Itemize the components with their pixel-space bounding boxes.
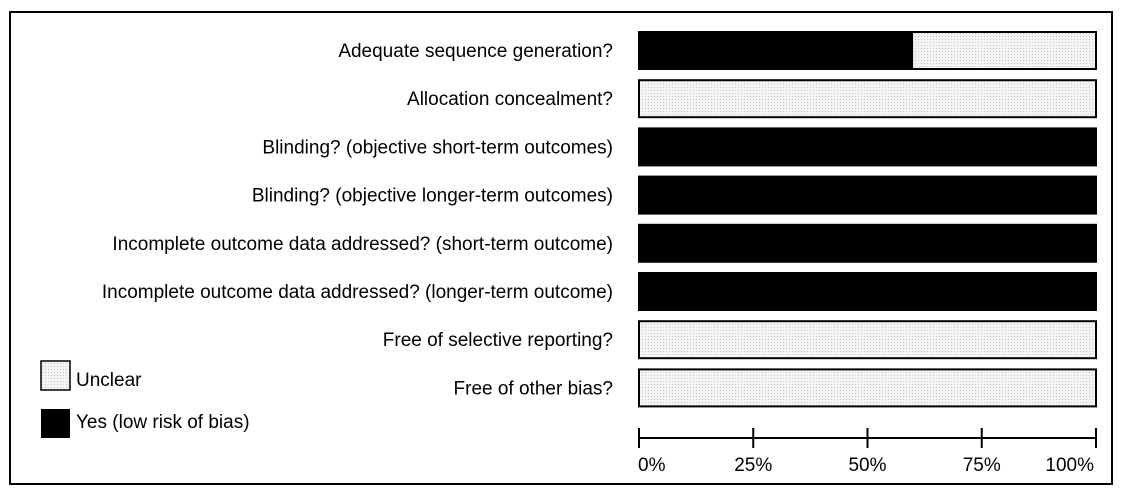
legend-item-unclear: Unclear <box>40 360 142 391</box>
x-tick-label: 100% <box>1045 455 1094 476</box>
x-tick-label: 50% <box>848 455 886 476</box>
bar-outline <box>638 272 1097 311</box>
bar-outline <box>638 320 1097 360</box>
x-tick-label: 25% <box>734 455 772 476</box>
x-ticks: 0% 25% 50% 75% 100% <box>638 428 1097 476</box>
category-label: Incomplete outcome data addressed? (shor… <box>112 234 613 255</box>
bar-segment-yes <box>639 128 1096 166</box>
category-label: Adequate sequence generation? <box>338 41 613 62</box>
legend-swatch-yes <box>41 409 70 438</box>
bar-segment-unclear <box>639 369 1096 407</box>
bars <box>638 31 1097 408</box>
category-label: Allocation concealment? <box>407 89 613 110</box>
x-axis: 0% 25% 50% 75% 100% <box>638 428 1097 476</box>
legend-label-unclear: Unclear <box>76 370 142 391</box>
bar-segment-yes <box>639 32 914 69</box>
bar-outline <box>638 223 1097 263</box>
bar-outline <box>638 127 1097 167</box>
category-labels: Adequate sequence generation? Allocation … <box>102 41 613 399</box>
bar-segment-yes <box>639 273 1096 310</box>
bar-outline <box>638 31 1097 70</box>
bar-outline <box>638 175 1097 215</box>
bar-segment-yes <box>639 224 1096 262</box>
bar-outline <box>638 368 1097 408</box>
x-tick-label: 75% <box>963 455 1001 476</box>
chart-frame <box>9 11 1113 485</box>
bar-segment-unclear <box>639 321 1096 359</box>
category-label: Free of selective reporting? <box>383 330 613 351</box>
category-label: Blinding? (objective longer-term outcome… <box>252 186 613 207</box>
legend: Unclear Yes (low risk of bias) <box>40 360 250 438</box>
legend-label-yes: Yes (low risk of bias) <box>76 412 250 433</box>
legend-item-yes: Yes (low risk of bias) <box>41 409 250 438</box>
bar-outline <box>638 79 1097 119</box>
x-tick-label: 0% <box>638 455 666 476</box>
category-label: Free of other bias? <box>454 378 613 399</box>
category-label: Incomplete outcome data addressed? (long… <box>102 282 613 303</box>
bar-segment-unclear <box>639 80 1096 118</box>
bar-segment-unclear <box>913 32 1096 69</box>
bar-segment-yes <box>639 176 1096 214</box>
legend-swatch-unclear <box>40 360 71 391</box>
category-label: Blinding? (objective short-term outcomes… <box>262 137 613 158</box>
